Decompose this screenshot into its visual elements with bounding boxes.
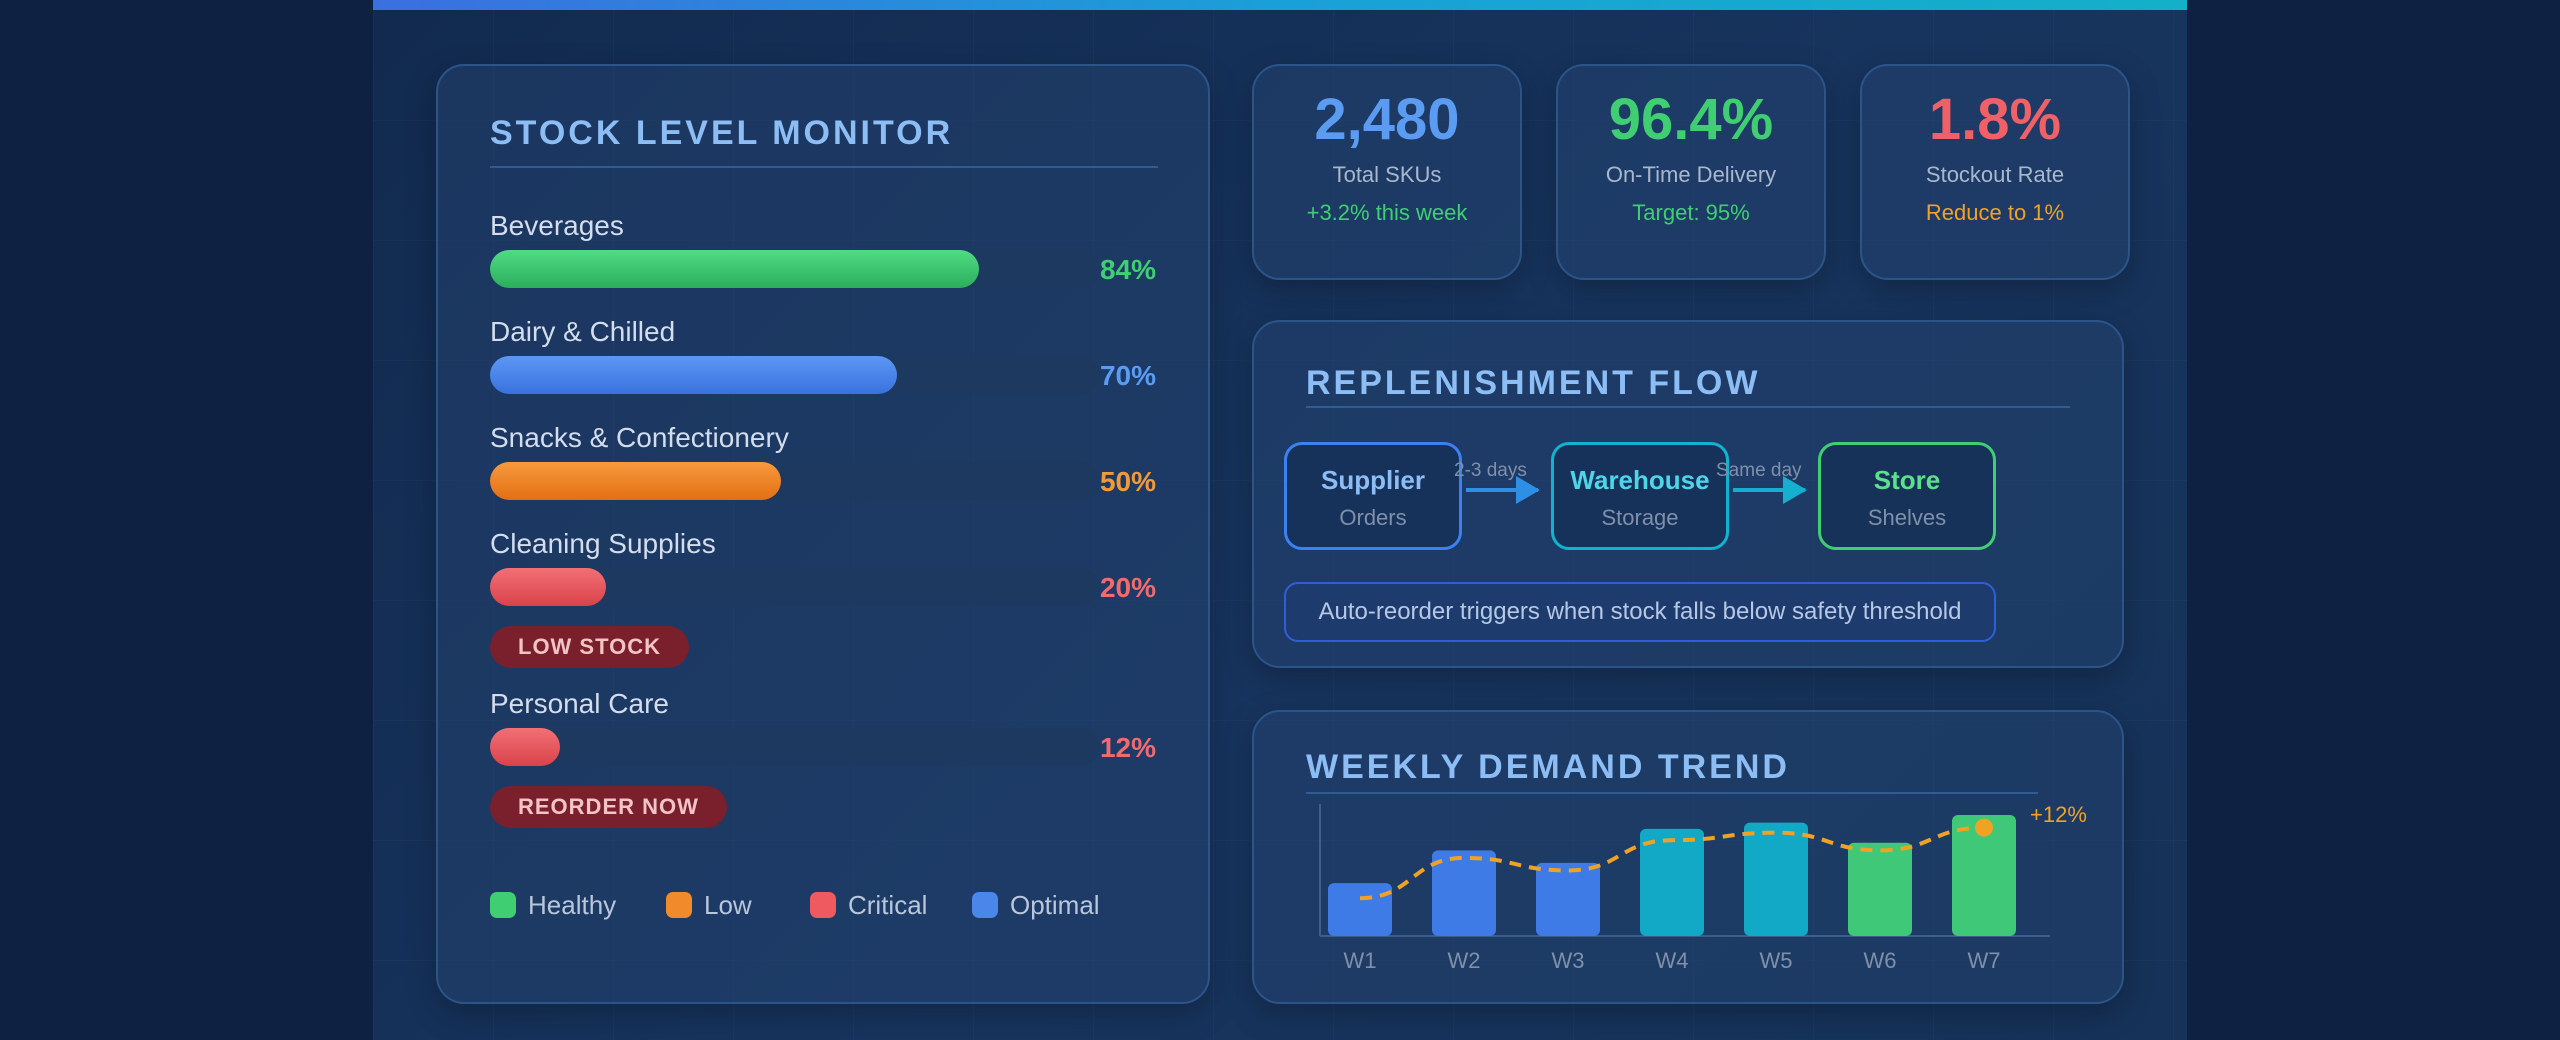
stock-legend: Healthy Low Critical Optimal	[490, 886, 1170, 926]
legend-swatch	[972, 892, 998, 918]
demand-bar	[1952, 815, 2016, 936]
demand-bar	[1432, 850, 1496, 936]
category-label: Personal Care	[490, 688, 669, 719]
stock-title-divider	[490, 166, 1158, 168]
stock-bar-track	[490, 568, 1100, 606]
kpi-card-total-skus[interactable]: 2,480 Total SKUs +3.2% this week	[1252, 64, 1522, 280]
legend-label: Healthy	[528, 890, 617, 920]
x-tick-label: W7	[1968, 948, 2001, 973]
category-label: Snacks & Confectionery	[490, 422, 789, 453]
kpi-value: 1.8%	[1928, 87, 2062, 152]
low-stock-badge: LOW STOCK	[490, 626, 690, 668]
stock-bar-track	[490, 728, 1100, 766]
flow-panel-title: REPLENISHMENT FLOW	[1306, 364, 1761, 402]
stock-level-panel: STOCK LEVEL MONITOR Beverages 84% Dairy …	[436, 64, 1210, 1004]
node-subtitle: Storage	[1601, 505, 1679, 530]
demand-title-divider	[1306, 792, 2038, 794]
node-title: Supplier	[1320, 465, 1425, 495]
x-tick-label: W4	[1656, 948, 1689, 973]
kpi-value: 96.4%	[1608, 87, 1774, 152]
legend-label: Low	[704, 890, 752, 920]
stock-percent: 50%	[1099, 466, 1156, 497]
trend-end-marker	[1975, 818, 1993, 837]
flow-node-warehouse[interactable]: Warehouse Storage	[1551, 442, 1729, 550]
stock-bar-track	[490, 356, 1100, 394]
node-subtitle: Shelves	[1867, 505, 1947, 530]
x-tick-label: W2	[1448, 948, 1481, 973]
demand-bar	[1848, 842, 1912, 936]
kpi-label: Stockout Rate	[1925, 162, 2065, 187]
x-tick-label: W3	[1552, 948, 1585, 973]
stock-category-snacks: Snacks & Confectionery 50%	[490, 422, 1158, 522]
x-tick-label: W5	[1760, 948, 1793, 973]
demand-bar	[1328, 883, 1392, 936]
demand-trend-line	[1359, 825, 1985, 901]
weekly-demand-chart: W1 W2 W3 W4 W5 W6 W7 +12%	[1319, 802, 2087, 973]
stock-bar-fill	[490, 462, 781, 500]
flow-node-store[interactable]: Store Shelves	[1818, 442, 1996, 550]
stock-bar-track	[490, 250, 1100, 288]
legend-label: Optimal	[1010, 890, 1100, 920]
legend-swatch	[490, 892, 516, 918]
kpi-note: +3.2% this week	[1306, 200, 1468, 225]
stock-percent: 12%	[1099, 732, 1156, 763]
stock-category-personal-care: Personal Care 12% REORDER NOW	[490, 688, 1158, 828]
stock-percent: 20%	[1099, 572, 1156, 603]
category-label: Cleaning Supplies	[490, 528, 716, 559]
stock-category-dairy: Dairy & Chilled 70%	[490, 316, 1158, 416]
stock-percent: 84%	[1099, 254, 1156, 285]
kpi-card-stockout-rate[interactable]: 1.8% Stockout Rate Reduce to 1%	[1860, 64, 2130, 280]
stock-bar-fill	[490, 568, 607, 606]
flow-edge-label: Same day	[1716, 460, 1802, 481]
demand-bar	[1744, 822, 1808, 936]
trend-change-label: +12%	[2030, 802, 2087, 827]
flow-arrow-warehouse-store	[1733, 476, 1807, 504]
node-subtitle: Orders	[1339, 505, 1407, 530]
weekly-demand-panel: WEEKLY DEMAND TREND W1 W2 W3 W4 W5 W6 W7 +12%	[1252, 710, 2124, 1004]
auto-reorder-note: Auto-reorder triggers when stock falls b…	[1284, 582, 1996, 642]
stock-bar-fill	[490, 728, 560, 766]
kpi-card-on-time-delivery[interactable]: 96.4% On-Time Delivery Target: 95%	[1556, 64, 1826, 280]
x-tick-label: W6	[1864, 948, 1897, 973]
stock-bar-fill	[490, 250, 979, 288]
x-tick-label: W1	[1344, 948, 1377, 973]
demand-bar	[1536, 862, 1600, 936]
kpi-note: Reduce to 1%	[1925, 200, 2065, 225]
stock-category-beverages: Beverages 84%	[490, 210, 1158, 310]
legend-label: Critical	[848, 890, 928, 920]
demand-bar	[1640, 828, 1704, 936]
stock-percent: 70%	[1099, 360, 1156, 391]
demand-panel-title: WEEKLY DEMAND TREND	[1306, 748, 1790, 786]
stock-panel-title: STOCK LEVEL MONITOR	[490, 114, 954, 152]
legend-swatch	[666, 892, 692, 918]
stock-category-cleaning: Cleaning Supplies 20% LOW STOCK	[490, 528, 1158, 668]
reorder-now-badge[interactable]: REORDER NOW	[490, 786, 727, 828]
category-label: Beverages	[490, 210, 624, 241]
flow-node-supplier[interactable]: Supplier Orders	[1284, 442, 1462, 550]
kpi-label: On-Time Delivery	[1605, 162, 1777, 187]
flow-arrow-supplier-warehouse	[1466, 476, 1540, 504]
legend-swatch	[810, 892, 836, 918]
top-accent-bar	[373, 0, 2187, 10]
category-label: Dairy & Chilled	[490, 316, 676, 347]
node-title: Store	[1873, 465, 1941, 495]
stock-bar-fill	[490, 356, 898, 394]
flow-edge-label: 2-3 days	[1454, 460, 1527, 481]
flow-title-divider	[1306, 406, 2070, 408]
kpi-label: Total SKUs	[1332, 162, 1442, 187]
replenishment-flow-panel: REPLENISHMENT FLOW Supplier Orders 2-3 d…	[1252, 320, 2124, 668]
kpi-note: Target: 95%	[1632, 200, 1750, 225]
node-title: Warehouse	[1570, 465, 1710, 495]
kpi-value: 2,480	[1314, 87, 1460, 152]
stock-bar-track	[490, 462, 1100, 500]
